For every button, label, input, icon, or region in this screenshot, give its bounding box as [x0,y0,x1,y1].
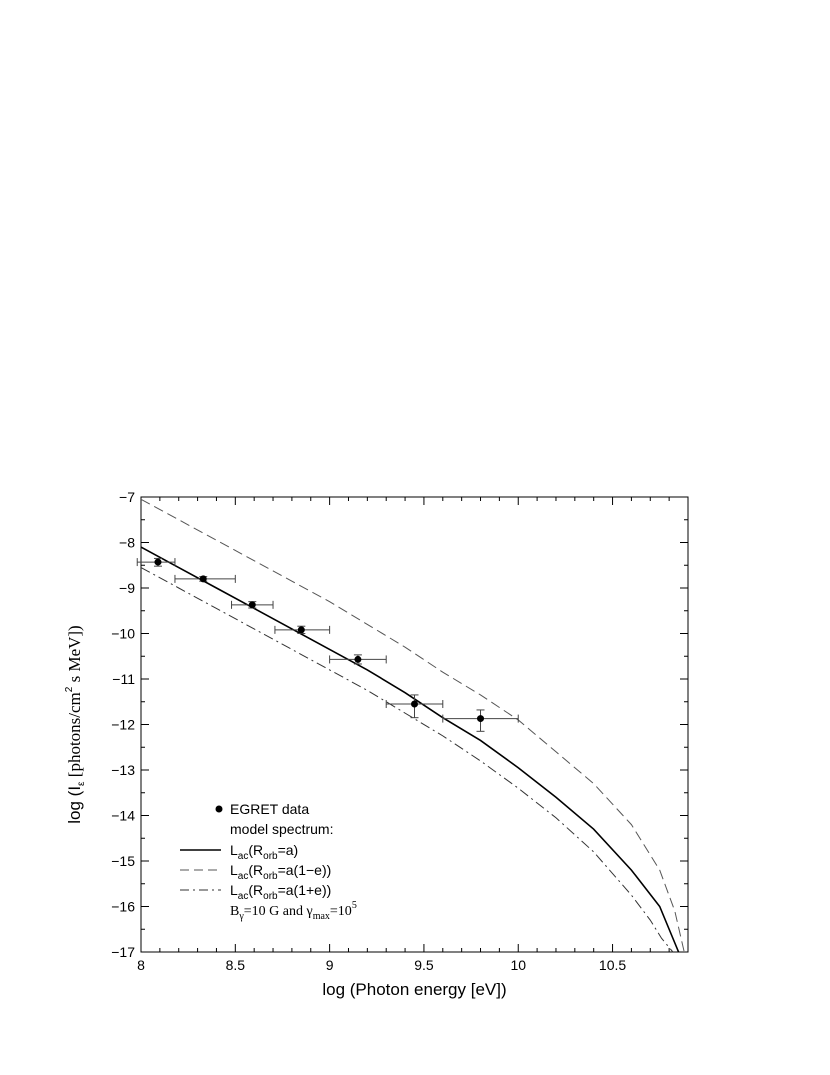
y-tick-label: −11 [112,671,135,687]
y-axis-title: log (Iε [photons/cm2 s MeV]) [64,625,87,823]
x-tick-label: 10 [510,957,526,973]
data-point [154,558,162,566]
legend-marker-egret [215,805,223,813]
y-title-sup: 2 [64,686,75,692]
data-point [297,626,305,634]
data-point [248,601,256,609]
series-line-dashdot [140,567,674,953]
y-tick-label: −7 [119,489,135,505]
egret-data-points [136,557,519,732]
y-tick-label: −9 [119,580,135,596]
series-line-solid [140,546,680,953]
legend-label-solid: Lac(Rorb=a) [230,842,298,862]
y-tick-label: −17 [111,944,135,960]
x-tick-label: 8.5 [226,957,246,973]
y-tick-label: −13 [111,762,135,778]
x-tick-label: 9 [326,957,334,973]
y-tick-label: −8 [119,535,135,551]
y-title-sub: ε [76,781,87,786]
series-line-dashed [140,498,685,953]
legend-params: Bγ=10 G and γmax=105 [230,900,357,922]
model-curves [140,498,685,953]
legend-label-dashdot: Lac(Rorb=a(1+e)) [230,882,331,902]
y-tick-labels: −17 −16 −15 −14 −13 −12 −11 −10 −9 −8 −7 [111,489,135,960]
y-tick-label: −10 [111,626,135,642]
x-tick-labels: 8 8.5 9 9.5 10 10.5 [137,957,626,973]
y-title-prefix: log (I [65,786,84,824]
data-point [477,715,485,723]
x-tick-label: 8 [137,957,145,973]
legend-label-dashed: Lac(Rorb=a(1−e)) [230,862,331,882]
legend-label-egret: EGRET data [230,801,309,817]
legend-header: model spectrum: [230,821,333,837]
plot-frame [140,496,689,953]
y-tick-label: −16 [111,899,135,915]
x-tick-label: 9.5 [414,957,434,973]
y-tick-label: −14 [111,808,135,824]
data-point [411,700,418,708]
legend: EGRET data model spectrum: Lac(Rorb=a) L… [180,801,357,922]
x-axis-title: log (Photon energy [eV]) [322,980,506,999]
y-title-suffix: s MeV]) [65,625,84,686]
y-title-mid: [photons/cm [65,692,84,781]
data-point [354,655,362,663]
x-tick-label: 10.5 [599,957,626,973]
data-point [199,575,207,583]
axis-ticks [140,496,689,953]
y-tick-label: −12 [111,717,135,733]
y-tick-label: −15 [111,853,135,869]
